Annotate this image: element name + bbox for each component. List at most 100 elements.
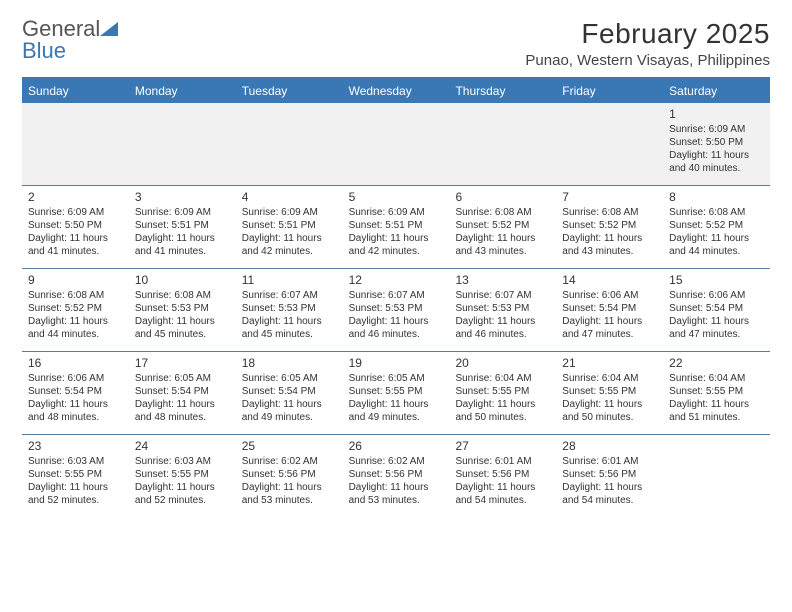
- weekday-saturday: Saturday: [663, 79, 770, 103]
- sunrise-line: Sunrise: 6:03 AM: [135, 456, 230, 469]
- day-number: 20: [455, 356, 550, 371]
- day-cell: 18Sunrise: 6:05 AMSunset: 5:54 PMDayligh…: [236, 352, 343, 434]
- day-cell: 14 Sunrise: 6:06 AMSunset: 5:54 PMDayligh…: [556, 269, 663, 351]
- day-cell: 21Sunrise: 6:04 AMSunset: 5:55 PMDayligh…: [556, 352, 663, 434]
- day-cell: 7Sunrise: 6:08 AMSunset: 5:52 PMDaylight…: [556, 186, 663, 268]
- daylight-line: Daylight: 11 hours and 53 minutes.: [242, 482, 337, 508]
- day-number: 14: [562, 273, 657, 288]
- day-cell: 25Sunrise: 6:02 AMSunset: 5:56 PMDayligh…: [236, 435, 343, 517]
- daylight-line: Daylight: 11 hours and 47 minutes.: [562, 316, 657, 342]
- daylight-line: Daylight: 11 hours and 43 minutes.: [455, 233, 550, 259]
- daylight-line: Daylight: 11 hours and 41 minutes.: [135, 233, 230, 259]
- sunset-line: Sunset: 5:53 PM: [135, 303, 230, 316]
- day-cell: 26Sunrise: 6:02 AMSunset: 5:56 PMDayligh…: [343, 435, 450, 517]
- sunrise-line: Sunrise: 6:05 AM: [242, 373, 337, 386]
- weekday-tuesday: Tuesday: [236, 79, 343, 103]
- daylight-line: Daylight: 11 hours and 45 minutes.: [135, 316, 230, 342]
- sunset-line: Sunset: 5:55 PM: [135, 469, 230, 482]
- sunset-line: Sunset: 5:53 PM: [349, 303, 444, 316]
- sunrise-line: Sunrise: 6:02 AM: [242, 456, 337, 469]
- day-number: 22: [669, 356, 764, 371]
- sunset-line: Sunset: 5:54 PM: [135, 386, 230, 399]
- sunrise-line: Sunrise: 6:07 AM: [455, 290, 550, 303]
- day-number: 10: [135, 273, 230, 288]
- daylight-line: Daylight: 11 hours and 49 minutes.: [349, 399, 444, 425]
- sunrise-line: Sunrise: 6:09 AM: [135, 207, 230, 220]
- day-number: 27: [455, 439, 550, 454]
- sunset-line: Sunset: 5:51 PM: [135, 220, 230, 233]
- daylight-line: Daylight: 11 hours and 46 minutes.: [455, 316, 550, 342]
- day-cell-blank: [22, 103, 129, 185]
- sunrise-line: Sunrise: 6:04 AM: [669, 373, 764, 386]
- day-cell: 17Sunrise: 6:05 AMSunset: 5:54 PMDayligh…: [129, 352, 236, 434]
- sunset-line: Sunset: 5:55 PM: [349, 386, 444, 399]
- week-row: 2Sunrise: 6:09 AMSunset: 5:50 PMDaylight…: [22, 185, 770, 268]
- sunrise-line: Sunrise: 6:06 AM: [562, 290, 657, 303]
- sunset-line: Sunset: 5:52 PM: [669, 220, 764, 233]
- day-number: 25: [242, 439, 337, 454]
- sunset-line: Sunset: 5:52 PM: [28, 303, 123, 316]
- calendar-grid: Sunday Monday Tuesday Wednesday Thursday…: [22, 77, 770, 517]
- day-cell: 22Sunrise: 6:04 AMSunset: 5:55 PMDayligh…: [663, 352, 770, 434]
- day-cell: 24Sunrise: 6:03 AMSunset: 5:55 PMDayligh…: [129, 435, 236, 517]
- day-cell-blank: [236, 103, 343, 185]
- daylight-line: Daylight: 11 hours and 41 minutes.: [28, 233, 123, 259]
- day-number: 12: [349, 273, 444, 288]
- day-cell: 1Sunrise: 6:09 AMSunset: 5:50 PMDaylight…: [663, 103, 770, 185]
- daylight-line: Daylight: 11 hours and 44 minutes.: [669, 233, 764, 259]
- day-cell: 20Sunrise: 6:04 AMSunset: 5:55 PMDayligh…: [449, 352, 556, 434]
- day-number: 16: [28, 356, 123, 371]
- day-cell: 10 Sunrise: 6:08 AMSunset: 5:53 PMDayligh…: [129, 269, 236, 351]
- sunrise-line: Sunrise: 6:08 AM: [135, 290, 230, 303]
- daylight-line: Daylight: 11 hours and 44 minutes.: [28, 316, 123, 342]
- day-number: 3: [135, 190, 230, 205]
- sunset-line: Sunset: 5:56 PM: [349, 469, 444, 482]
- title-block: February 2025 Punao, Western Visayas, Ph…: [525, 18, 770, 69]
- day-number: 21: [562, 356, 657, 371]
- day-number: 6: [455, 190, 550, 205]
- sunset-line: Sunset: 5:51 PM: [349, 220, 444, 233]
- sunset-line: Sunset: 5:54 PM: [562, 303, 657, 316]
- week-row: 9Sunrise: 6:08 AMSunset: 5:52 PMDaylight…: [22, 268, 770, 351]
- sunrise-line: Sunrise: 6:08 AM: [455, 207, 550, 220]
- day-number: 1: [669, 107, 764, 122]
- weeks-container: 1Sunrise: 6:09 AMSunset: 5:50 PMDaylight…: [22, 103, 770, 517]
- week-row: 23Sunrise: 6:03 AMSunset: 5:55 PMDayligh…: [22, 434, 770, 517]
- day-number: 17: [135, 356, 230, 371]
- week-row: 1Sunrise: 6:09 AMSunset: 5:50 PMDaylight…: [22, 103, 770, 185]
- week-row: 16Sunrise: 6:06 AMSunset: 5:54 PMDayligh…: [22, 351, 770, 434]
- sunset-line: Sunset: 5:52 PM: [562, 220, 657, 233]
- daylight-line: Daylight: 11 hours and 52 minutes.: [135, 482, 230, 508]
- sunrise-line: Sunrise: 6:08 AM: [28, 290, 123, 303]
- sunrise-line: Sunrise: 6:04 AM: [562, 373, 657, 386]
- sunrise-line: Sunrise: 6:08 AM: [669, 207, 764, 220]
- daylight-line: Daylight: 11 hours and 45 minutes.: [242, 316, 337, 342]
- day-cell: 19 Sunrise: 6:05 AMSunset: 5:55 PMDayligh…: [343, 352, 450, 434]
- day-cell: 2Sunrise: 6:09 AMSunset: 5:50 PMDaylight…: [22, 186, 129, 268]
- day-number: 8: [669, 190, 764, 205]
- sunrise-line: Sunrise: 6:05 AM: [349, 373, 444, 386]
- weekday-sunday: Sunday: [22, 79, 129, 103]
- sunset-line: Sunset: 5:55 PM: [669, 386, 764, 399]
- day-number: 28: [562, 439, 657, 454]
- daylight-line: Daylight: 11 hours and 48 minutes.: [28, 399, 123, 425]
- day-cell: 12Sunrise: 6:07 AMSunset: 5:53 PMDayligh…: [343, 269, 450, 351]
- weekday-header-row: Sunday Monday Tuesday Wednesday Thursday…: [22, 79, 770, 103]
- sunset-line: Sunset: 5:56 PM: [455, 469, 550, 482]
- sunset-line: Sunset: 5:53 PM: [455, 303, 550, 316]
- day-cell: 28Sunrise: 6:01 AMSunset: 5:56 PMDayligh…: [556, 435, 663, 517]
- daylight-line: Daylight: 11 hours and 42 minutes.: [349, 233, 444, 259]
- day-cell: 6 Sunrise: 6:08 AMSunset: 5:52 PMDaylight…: [449, 186, 556, 268]
- sunset-line: Sunset: 5:54 PM: [669, 303, 764, 316]
- day-cell: 27Sunrise: 6:01 AMSunset: 5:56 PMDayligh…: [449, 435, 556, 517]
- sunrise-line: Sunrise: 6:07 AM: [242, 290, 337, 303]
- day-number: 11: [242, 273, 337, 288]
- sunrise-line: Sunrise: 6:03 AM: [28, 456, 123, 469]
- day-cell-blank: [556, 103, 663, 185]
- day-number: 19: [349, 356, 444, 371]
- sunrise-line: Sunrise: 6:09 AM: [242, 207, 337, 220]
- day-number: 23: [28, 439, 123, 454]
- daylight-line: Daylight: 11 hours and 46 minutes.: [349, 316, 444, 342]
- sunrise-line: Sunrise: 6:05 AM: [135, 373, 230, 386]
- sunset-line: Sunset: 5:52 PM: [455, 220, 550, 233]
